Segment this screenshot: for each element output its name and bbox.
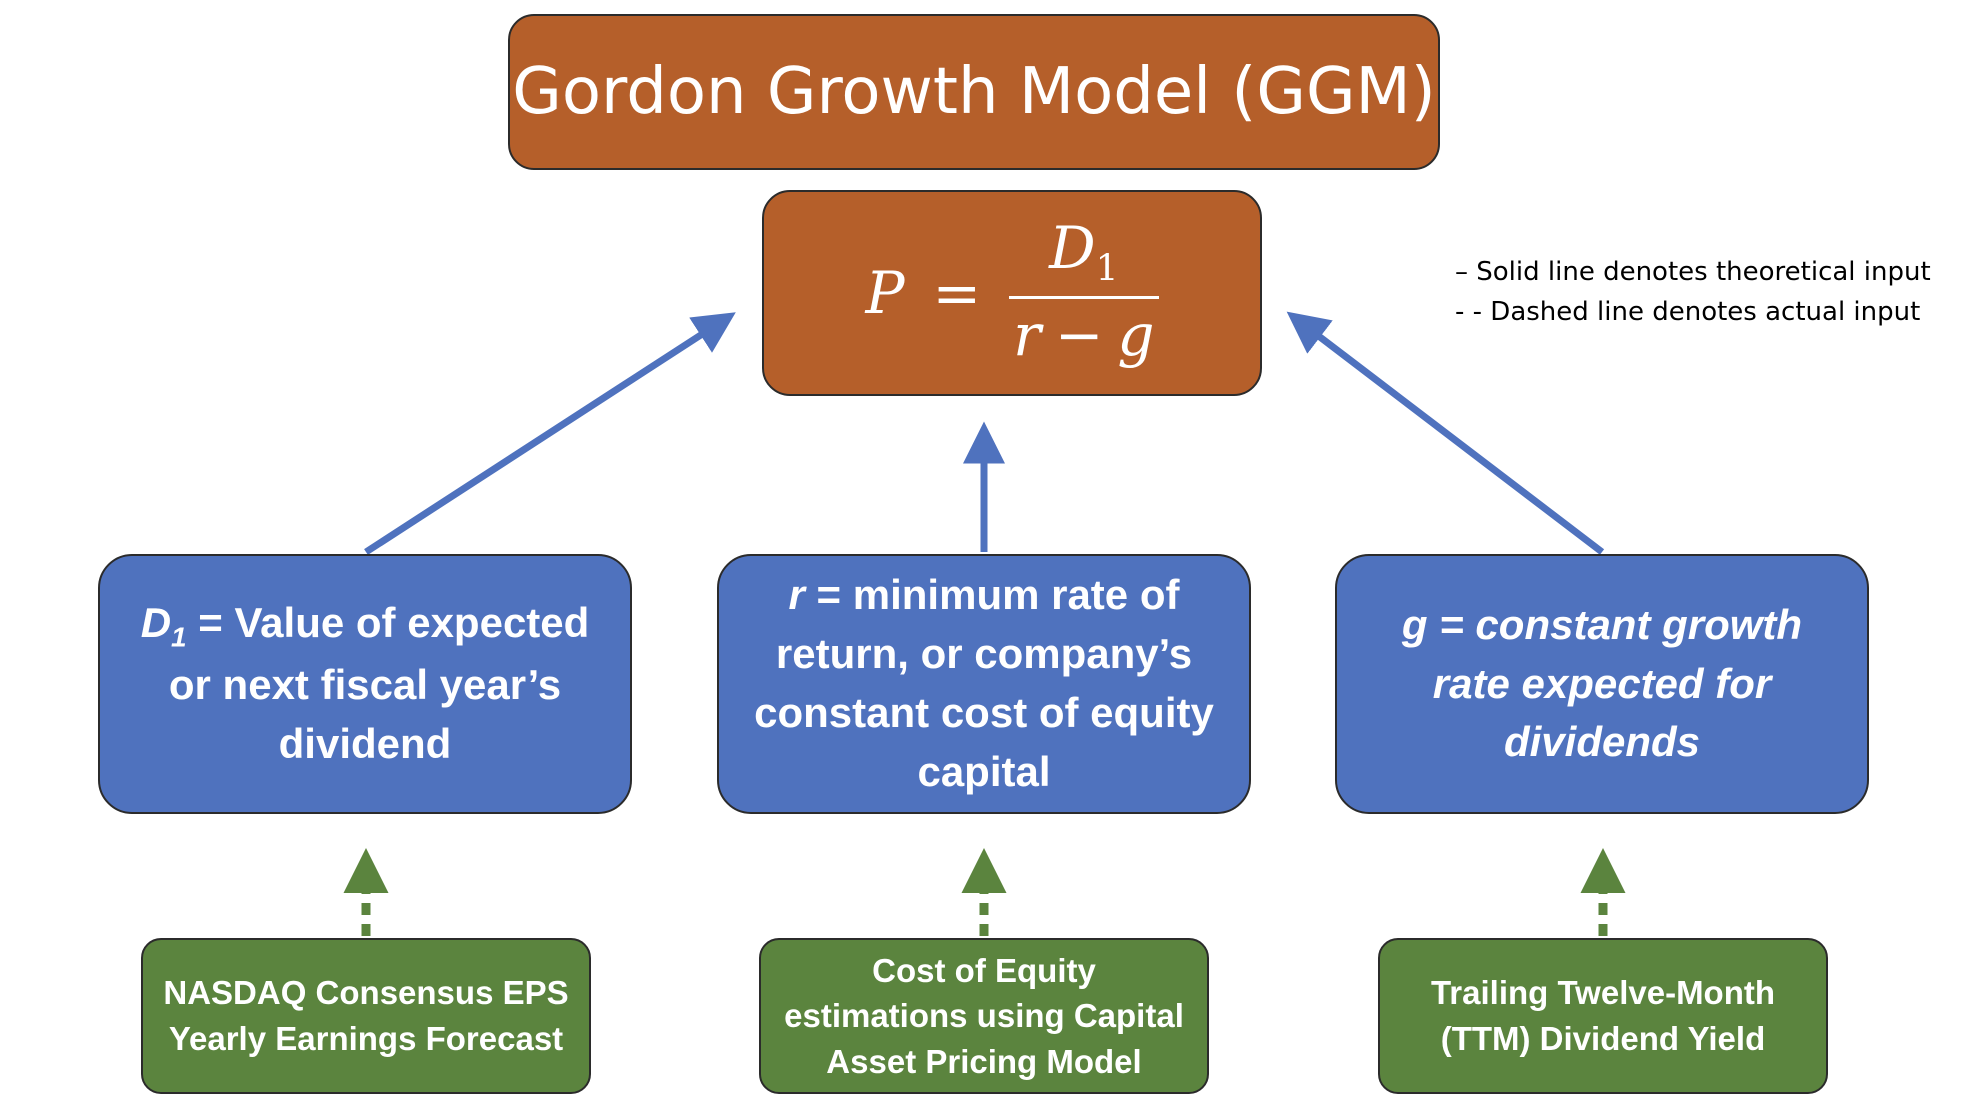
source-g-box: Trailing Twelve-Month (TTM) Dividend Yie… <box>1378 938 1828 1094</box>
input-g-text: g = constant growth rate expected for di… <box>1401 600 1803 766</box>
numerator-subscript: 1 <box>1095 248 1119 290</box>
r-symbol: r <box>788 571 805 619</box>
r-description: = minimum rate of return, or company’s c… <box>754 571 1214 795</box>
title-box: Gordon Growth Model (GGM) <box>508 14 1440 170</box>
input-g-box: g = constant growth rate expected for di… <box>1335 554 1869 814</box>
denominator-minus: − <box>1054 301 1104 370</box>
formula-fraction: D1 r − g <box>1009 214 1159 371</box>
source-r-box: Cost of Equity estimations using Capital… <box>759 938 1209 1094</box>
source-d1-box: NASDAQ Consensus EPS Yearly Earnings For… <box>141 938 591 1094</box>
formula-denominator: r − g <box>1013 299 1154 371</box>
input-r-box: r = minimum rate of return, or company’s… <box>717 554 1251 814</box>
d1-subscript: 1 <box>171 621 187 653</box>
formula-box: P = D1 r − g <box>762 190 1262 396</box>
legend: – Solid line denotes theoretical input -… <box>1455 252 1931 332</box>
input-d1-box: D1 = Value of expected or next fiscal ye… <box>98 554 632 814</box>
source-g-text: Trailing Twelve-Month (TTM) Dividend Yie… <box>1430 974 1776 1057</box>
input-d1-text: D1 = Value of expected or next fiscal ye… <box>124 594 606 774</box>
source-d1-text: NASDAQ Consensus EPS Yearly Earnings For… <box>163 974 569 1057</box>
legend-solid: – Solid line denotes theoretical input <box>1455 257 1931 287</box>
d1-description: = Value of expected or next fiscal year’… <box>168 598 590 768</box>
denominator-r: r <box>1013 301 1041 370</box>
d1-symbol: D <box>140 598 172 646</box>
numerator-symbol: D <box>1049 214 1096 283</box>
formula-price: P <box>865 258 905 327</box>
theoretical-arrow-d1 <box>364 312 736 555</box>
source-r-text: Cost of Equity estimations using Capital… <box>784 951 1184 1080</box>
input-r-text: r = minimum rate of return, or company’s… <box>743 566 1225 801</box>
theoretical-arrow-g <box>1286 311 1605 555</box>
legend-dashed: - - Dashed line denotes actual input <box>1455 297 1921 327</box>
formula-equals: = <box>932 258 982 327</box>
denominator-g: g <box>1117 301 1155 370</box>
formula-numerator: D1 <box>1009 214 1159 300</box>
diagram-title: Gordon Growth Model (GGM) <box>512 55 1436 129</box>
ggm-formula: P = D1 r − g <box>865 214 1159 371</box>
